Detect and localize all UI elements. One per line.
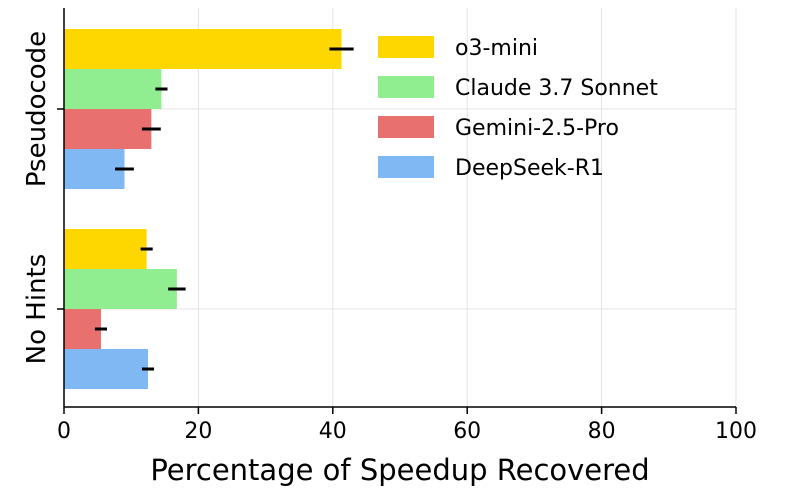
x-ticks: 0 20 40 60 80 100 [57, 108, 757, 444]
legend-swatch [378, 76, 434, 98]
bar [64, 309, 101, 349]
category-label: No Hints [22, 254, 52, 365]
legend-label: Gemini-2.5-Pro [455, 116, 619, 141]
bar [64, 149, 125, 189]
x-tick-label: 40 [319, 419, 347, 444]
legend: o3-mini Claude 3.7 Sonnet Gemini-2.5-Pro De… [378, 36, 658, 181]
legend-label: DeepSeek-R1 [455, 156, 604, 181]
x-tick-label: 100 [715, 419, 757, 444]
x-tick-label: 0 [57, 419, 71, 444]
bar [64, 269, 177, 309]
x-tick-label: 20 [184, 419, 212, 444]
bar [64, 349, 148, 389]
legend-label: Claude 3.7 Sonnet [455, 76, 658, 101]
x-tick-label: 60 [453, 419, 481, 444]
axes [63, 8, 736, 408]
legend-swatch [378, 116, 434, 138]
legend-label: o3-mini [455, 36, 538, 61]
category-labels: Pseudocode No Hints [22, 31, 52, 364]
category-label: Pseudocode [22, 31, 52, 187]
error-bars [94, 47, 354, 371]
bar [64, 69, 162, 109]
bar [64, 229, 147, 269]
bar [64, 109, 152, 149]
legend-swatch [378, 36, 434, 58]
x-axis-title: Percentage of Speedup Recovered [150, 453, 649, 487]
legend-swatch [378, 156, 434, 178]
bar [64, 29, 342, 69]
bars [64, 29, 342, 389]
x-tick-label: 80 [588, 419, 616, 444]
